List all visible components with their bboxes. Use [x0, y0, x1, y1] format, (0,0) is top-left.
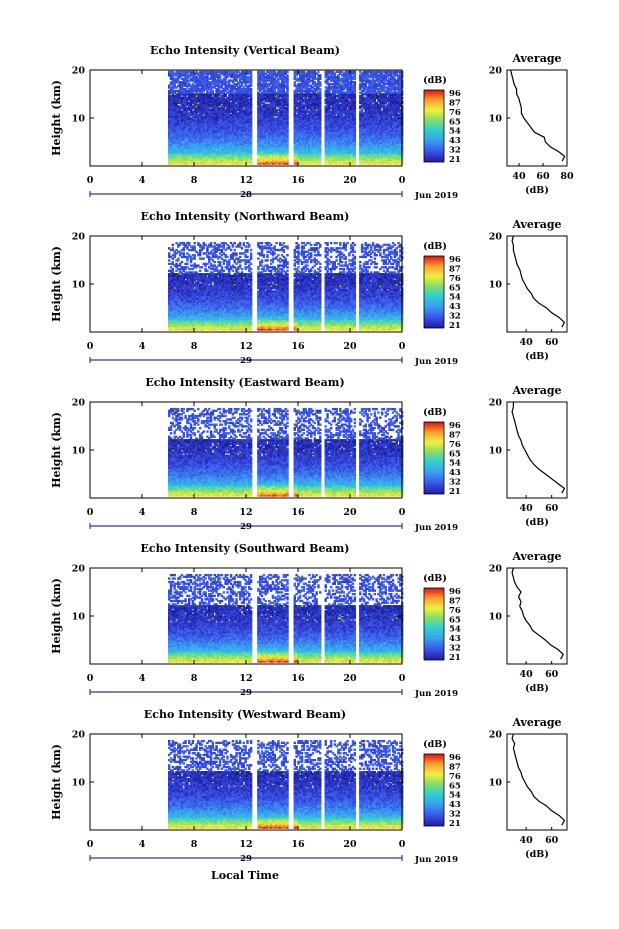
heatmap-cell: [250, 88, 252, 90]
heatmap-cell: [212, 90, 214, 92]
panel-title: Echo Intensity (Vertical Beam): [150, 44, 340, 57]
heatmap-cell: [286, 74, 288, 76]
heatmap-cell: [319, 81, 321, 83]
heatmap-cell: [354, 81, 356, 83]
heatmap-cell: [319, 74, 321, 76]
heatmap-cell: [250, 71, 252, 73]
heatmap: [168, 71, 403, 165]
heatmap-cell: [317, 71, 319, 73]
heatmap-cell: [286, 71, 288, 73]
heatmap-cell: [319, 88, 321, 90]
panel-1: Echo Intensity (Vertical Beam)1020Height…: [50, 44, 574, 201]
heatmap-cell: [354, 71, 356, 73]
